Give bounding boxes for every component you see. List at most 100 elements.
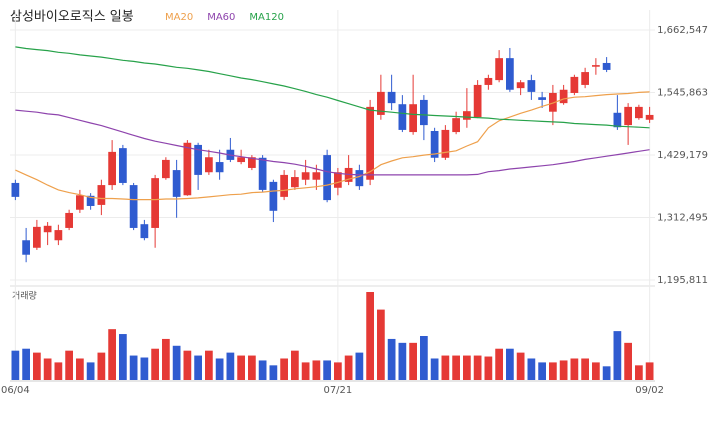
candle-body	[237, 157, 245, 163]
volume-bar	[162, 338, 170, 380]
candle-body	[248, 157, 256, 168]
volume-bar	[54, 362, 63, 380]
ma-line	[15, 46, 650, 129]
candle-body	[65, 212, 73, 228]
y-tick-label: 1,545,863	[657, 88, 708, 99]
candle-body	[151, 178, 159, 228]
volume-bar	[291, 350, 299, 380]
volume-bar	[33, 352, 41, 380]
candle-body	[140, 224, 149, 239]
candle-body	[624, 106, 632, 126]
candle-body	[473, 84, 482, 118]
candle-body	[172, 170, 181, 197]
volume-bar	[140, 357, 149, 380]
x-tick-label: 06/04	[1, 385, 30, 396]
candle-body	[645, 114, 654, 120]
volume-bar	[76, 358, 84, 380]
candle-body	[22, 240, 30, 255]
volume-bar	[409, 342, 417, 380]
candle-body	[54, 230, 63, 241]
ma-line	[15, 91, 650, 201]
y-tick-label: 1,195,811	[657, 275, 708, 286]
y-tick-label: 1,429,179	[657, 150, 708, 161]
volume-bar	[215, 358, 224, 380]
volume-bar	[205, 350, 213, 380]
volume-bar	[387, 338, 396, 380]
volume-bar	[570, 358, 579, 380]
volume-bar	[398, 342, 407, 380]
volume-label: 거래량	[12, 290, 37, 302]
candle-body	[43, 225, 52, 233]
volume-bar	[323, 360, 331, 380]
candle-body	[635, 106, 643, 119]
volume-bar	[97, 352, 106, 380]
candle-body	[387, 91, 396, 104]
volume-bar	[11, 350, 20, 380]
volume-bar	[248, 355, 256, 380]
candle-body	[570, 76, 579, 93]
candle-body	[183, 142, 192, 196]
candle-body	[581, 72, 589, 85]
candle-body	[97, 185, 106, 205]
candle-body	[398, 104, 407, 130]
x-tick-label: 09/02	[635, 385, 664, 396]
volume-bar	[43, 358, 52, 380]
volume-bar	[420, 336, 428, 380]
volume-bar	[22, 348, 30, 380]
candle-body	[205, 157, 213, 173]
candle-body	[484, 77, 493, 85]
candle-body	[11, 182, 20, 197]
candle-body	[538, 97, 546, 100]
candle-body	[516, 82, 525, 89]
y-tick-label: 1,312,495	[657, 212, 708, 223]
volume-bar	[366, 292, 374, 380]
y-tick-label: 1,662,547	[657, 25, 708, 36]
volume-bar	[441, 355, 450, 380]
candle-body	[527, 80, 536, 92]
volume-bar	[527, 358, 536, 380]
candle-body	[33, 226, 41, 248]
volume-bar	[86, 362, 95, 380]
volume-bar	[452, 355, 460, 380]
legend-entry: MA60	[207, 12, 235, 23]
candle-body	[355, 170, 364, 187]
candle-body	[420, 99, 428, 126]
volume-bar	[226, 352, 235, 380]
ma-line	[15, 109, 650, 176]
candle-body	[366, 106, 374, 180]
volume-bar	[119, 334, 127, 380]
candle-body	[162, 159, 170, 179]
volume-bar	[194, 355, 202, 380]
candle-body	[559, 89, 568, 104]
chart-title: 삼성바이오로직스 일봉	[10, 10, 134, 25]
volume-bar	[559, 360, 568, 380]
candle-body	[119, 148, 127, 183]
volume-bar	[463, 355, 471, 380]
volume-bar	[645, 362, 654, 380]
candle-body	[258, 157, 267, 190]
candle-body	[269, 181, 278, 211]
candle-body	[312, 172, 321, 180]
volume-bar	[269, 365, 278, 380]
volume-bar	[280, 358, 288, 380]
legend-entry: MA20	[165, 12, 193, 23]
candle-body	[549, 92, 557, 112]
candle-body	[409, 104, 417, 133]
candle-body	[463, 111, 471, 120]
candle-body	[430, 130, 439, 158]
volume-bar	[602, 366, 611, 380]
candle-body	[441, 129, 450, 158]
volume-bar	[129, 355, 138, 380]
volume-bar	[484, 356, 493, 380]
candle-body	[194, 144, 202, 175]
volume-bar	[172, 345, 181, 380]
volume-bar	[430, 358, 439, 380]
x-tick-label: 07/21	[323, 385, 352, 396]
candle-body	[86, 195, 95, 206]
volume-bar	[549, 362, 557, 380]
volume-bar	[258, 360, 267, 380]
volume-bar	[151, 348, 159, 380]
volume-bar	[495, 348, 503, 380]
candle-body	[301, 172, 310, 180]
